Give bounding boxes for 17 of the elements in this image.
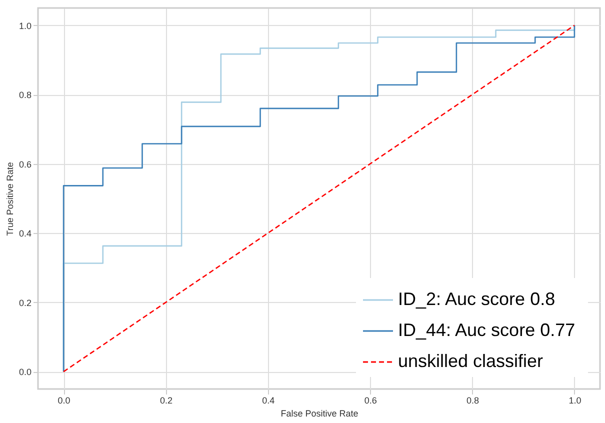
legend-label: unskilled classifier xyxy=(398,351,544,371)
x-tick-label: 0.2 xyxy=(160,396,172,406)
legend-label: ID_44: Auc score 0.77 xyxy=(398,320,576,340)
y-tick-label: 0.6 xyxy=(18,159,32,170)
y-tick-label: 0.8 xyxy=(18,90,32,100)
y-axis-title: True Positive Rate xyxy=(4,162,15,236)
y-tick-label: 0.4 xyxy=(18,228,32,239)
y-tick-label: 0.0 xyxy=(18,367,32,378)
x-tick-label: 0.4 xyxy=(262,396,275,406)
y-tick-label: 1.0 xyxy=(18,20,32,31)
x-tick-label: 0.6 xyxy=(364,396,377,406)
x-tick-label: 1.0 xyxy=(568,396,582,406)
legend-label: ID_2: Auc score 0.8 xyxy=(398,289,556,309)
x-tick-label: 0.8 xyxy=(466,396,480,406)
x-axis-title: False Positive Rate xyxy=(280,408,358,418)
x-tick-label: 0.0 xyxy=(58,396,70,406)
y-tick-label: 0.2 xyxy=(18,298,32,308)
